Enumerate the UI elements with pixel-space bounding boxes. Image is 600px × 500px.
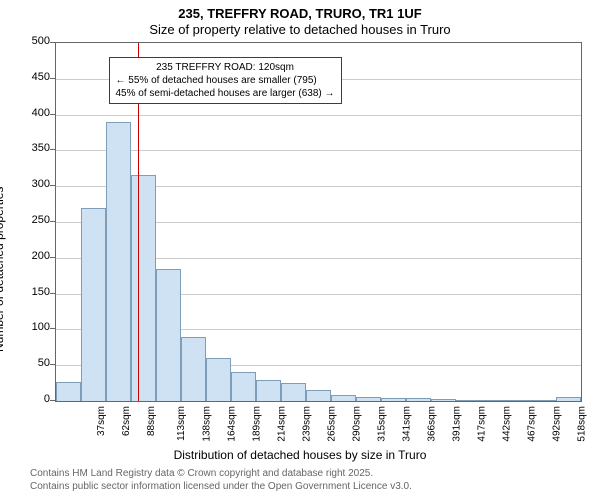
- x-tick-label: 442sqm: [501, 406, 512, 442]
- credit-line-1: Contains HM Land Registry data © Crown c…: [30, 468, 412, 481]
- histogram-bar: [181, 337, 206, 401]
- x-tick-label: 214sqm: [276, 406, 287, 442]
- gridline: [56, 150, 581, 151]
- y-tick-label: 350: [20, 142, 50, 154]
- annotation-line: 45% of semi-detached houses are larger (…: [116, 87, 335, 100]
- plot-area: 235 TREFFRY ROAD: 120sqm← 55% of detache…: [55, 42, 582, 402]
- histogram-bar: [456, 400, 481, 401]
- histogram-bar: [506, 400, 531, 401]
- x-tick-label: 518sqm: [576, 406, 587, 442]
- y-tick-label: 450: [20, 71, 50, 83]
- y-tick-mark: [50, 364, 55, 365]
- x-tick-label: 366sqm: [426, 406, 437, 442]
- credits: Contains HM Land Registry data © Crown c…: [30, 468, 412, 493]
- x-tick-label: 164sqm: [226, 406, 237, 442]
- histogram-bar: [556, 397, 581, 401]
- annotation-box: 235 TREFFRY ROAD: 120sqm← 55% of detache…: [109, 57, 342, 104]
- x-tick-label: 467sqm: [526, 406, 537, 442]
- y-tick-label: 500: [20, 35, 50, 47]
- x-tick-label: 138sqm: [201, 406, 212, 442]
- histogram-bar: [256, 380, 281, 401]
- histogram-bar: [381, 398, 406, 401]
- histogram-bar: [81, 208, 106, 401]
- y-tick-mark: [50, 257, 55, 258]
- y-tick-label: 250: [20, 214, 50, 226]
- histogram-bar: [356, 397, 381, 401]
- y-tick-mark: [50, 114, 55, 115]
- y-tick-label: 400: [20, 107, 50, 119]
- histogram-bar: [306, 390, 331, 401]
- histogram-bar: [106, 122, 131, 401]
- gridline: [56, 115, 581, 116]
- y-tick-mark: [50, 400, 55, 401]
- annotation-line: ← 55% of detached houses are smaller (79…: [116, 74, 335, 87]
- x-tick-label: 492sqm: [551, 406, 562, 442]
- x-tick-label: 37sqm: [96, 406, 107, 436]
- y-axis-label: Number of detached properties: [0, 187, 6, 352]
- histogram-bar: [531, 400, 556, 401]
- y-tick-mark: [50, 78, 55, 79]
- histogram-bar: [481, 400, 506, 401]
- histogram-bar: [406, 398, 431, 401]
- x-tick-label: 391sqm: [451, 406, 462, 442]
- x-tick-label: 341sqm: [401, 406, 412, 442]
- y-tick-mark: [50, 328, 55, 329]
- x-tick-label: 189sqm: [251, 406, 262, 442]
- x-tick-label: 265sqm: [326, 406, 337, 442]
- x-tick-label: 88sqm: [146, 406, 157, 436]
- histogram-bar: [431, 399, 456, 401]
- histogram-bar: [231, 372, 256, 401]
- x-axis-label: Distribution of detached houses by size …: [0, 448, 600, 462]
- histogram-bar: [131, 175, 156, 401]
- chart-title-1: 235, TREFFRY ROAD, TRURO, TR1 1UF: [0, 6, 600, 21]
- histogram-bar: [56, 382, 81, 401]
- y-tick-mark: [50, 221, 55, 222]
- y-tick-label: 100: [20, 321, 50, 333]
- credit-line-2: Contains public sector information licen…: [30, 481, 412, 494]
- x-tick-label: 239sqm: [301, 406, 312, 442]
- chart-title-2: Size of property relative to detached ho…: [0, 22, 600, 37]
- histogram-bar: [156, 269, 181, 401]
- y-tick-mark: [50, 149, 55, 150]
- y-tick-mark: [50, 42, 55, 43]
- x-tick-label: 315sqm: [376, 406, 387, 442]
- x-tick-label: 62sqm: [121, 406, 132, 436]
- x-tick-label: 290sqm: [351, 406, 362, 442]
- y-tick-label: 50: [20, 357, 50, 369]
- histogram-bar: [281, 383, 306, 401]
- annotation-line: 235 TREFFRY ROAD: 120sqm: [116, 61, 335, 74]
- histogram-bar: [206, 358, 231, 401]
- y-tick-label: 150: [20, 286, 50, 298]
- x-tick-label: 417sqm: [476, 406, 487, 442]
- y-tick-mark: [50, 293, 55, 294]
- y-tick-label: 0: [20, 393, 50, 405]
- y-tick-label: 300: [20, 178, 50, 190]
- y-tick-label: 200: [20, 250, 50, 262]
- histogram-bar: [331, 395, 356, 401]
- x-tick-label: 113sqm: [175, 406, 186, 441]
- y-tick-mark: [50, 185, 55, 186]
